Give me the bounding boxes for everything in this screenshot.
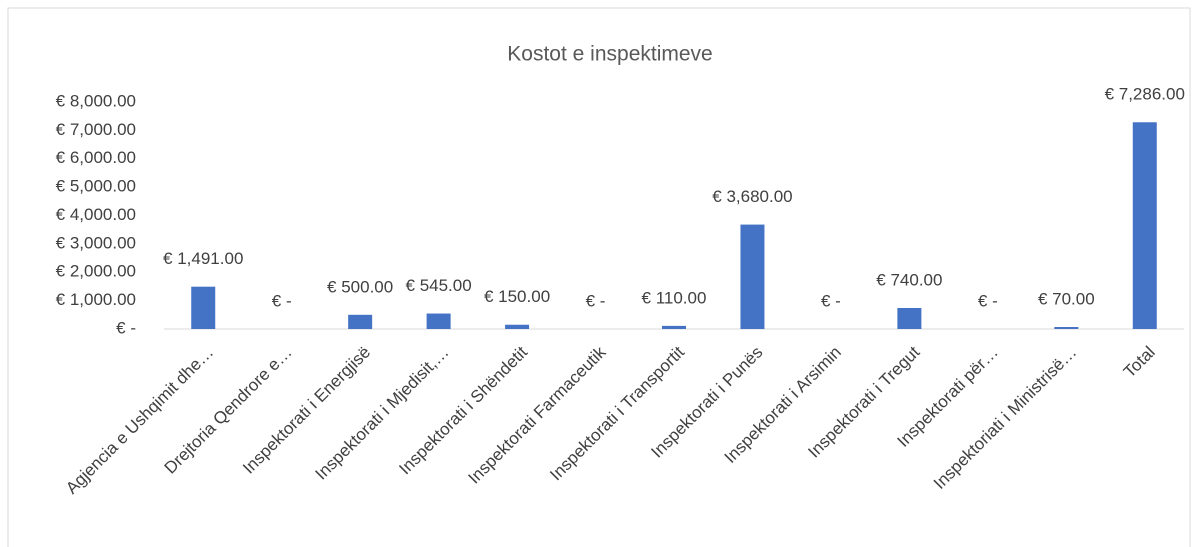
chart-title: Kostot e inspektimeve (507, 43, 712, 66)
bar (348, 314, 373, 329)
y-tick-label: € - (116, 318, 136, 337)
bar (1132, 122, 1157, 329)
value-label: € 110.00 (642, 288, 707, 307)
value-label: € 500.00 (327, 277, 393, 296)
value-label: € 150.00 (484, 287, 550, 306)
y-tick-label: € 4,000.00 (56, 205, 136, 224)
value-label: € 7,286.00 (1105, 85, 1185, 104)
y-tick-label: € 3,000.00 (56, 233, 136, 252)
value-label: € 3,680.00 (712, 187, 792, 206)
bar (505, 324, 530, 329)
value-label: € - (821, 291, 841, 310)
bar (191, 286, 216, 329)
bar (1054, 327, 1079, 329)
y-tick-label: € 2,000.00 (56, 262, 136, 281)
value-label: € - (272, 291, 292, 310)
y-tick-label: € 5,000.00 (56, 177, 136, 196)
bar (740, 224, 765, 329)
bar (426, 313, 451, 329)
y-tick-label: € 6,000.00 (56, 148, 136, 167)
bar (897, 308, 922, 329)
value-label: € 740.00 (876, 270, 942, 289)
value-label: € 70.00 (1038, 289, 1095, 308)
value-label: € 1,491.00 (163, 249, 243, 268)
y-tick-label: € 7,000.00 (56, 120, 136, 139)
y-tick-label: € 1,000.00 (56, 290, 136, 309)
value-label: € 545.00 (406, 276, 472, 295)
value-label: € - (586, 291, 606, 310)
y-tick-label: € 8,000.00 (56, 91, 136, 110)
chart-frame (7, 7, 1191, 547)
value-label: € - (978, 291, 998, 310)
bar (662, 325, 686, 329)
